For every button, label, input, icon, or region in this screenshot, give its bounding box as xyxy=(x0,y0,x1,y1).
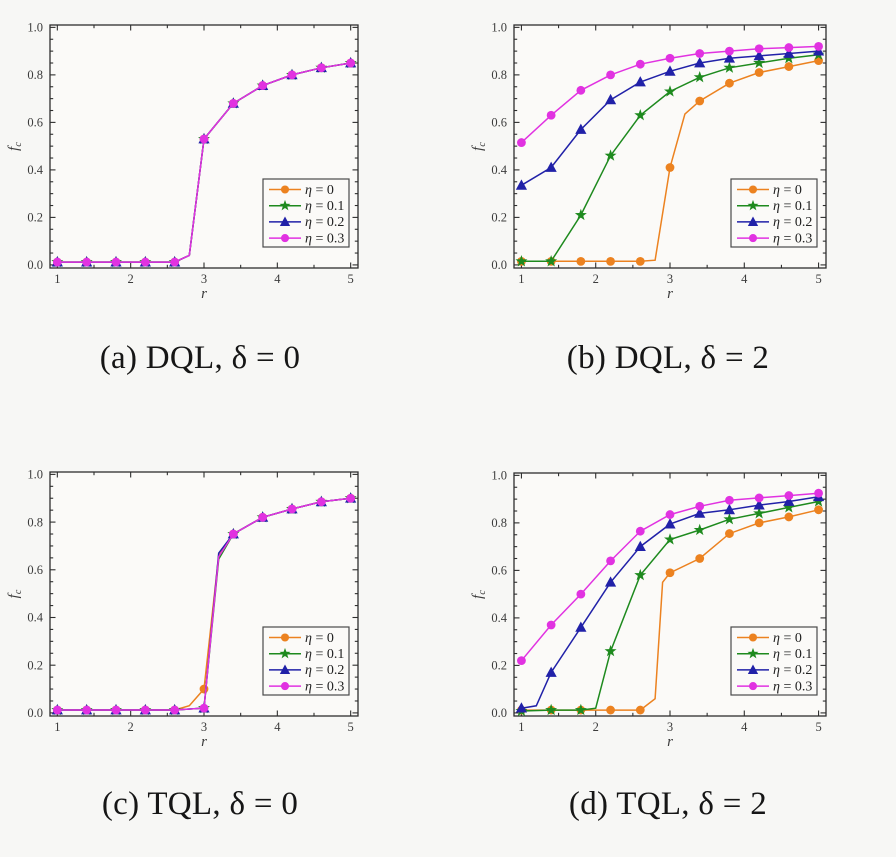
legend-label: η = 0 xyxy=(305,631,334,646)
x-tick-label: 2 xyxy=(593,720,599,734)
y-axis-label: fc xyxy=(6,142,24,151)
y-tick-label: 0.0 xyxy=(491,258,507,272)
caption-b: (b) DQL, δ = 2 xyxy=(566,340,770,376)
x-tick-label: 1 xyxy=(518,720,524,734)
y-tick-label: 0.8 xyxy=(491,516,507,530)
y-tick-label: 0.4 xyxy=(491,611,507,625)
y-tick-label: 0.2 xyxy=(27,211,43,225)
x-tick-label: 3 xyxy=(667,272,673,286)
y-tick-label: 0.2 xyxy=(491,211,507,225)
x-tick-label: 5 xyxy=(348,272,354,286)
x-tick-label: 1 xyxy=(54,272,60,286)
series-eta-0.1 xyxy=(515,48,825,267)
y-tick-label: 1.0 xyxy=(491,469,507,483)
legend-label: η = 0.2 xyxy=(773,215,812,230)
legend-label: η = 0.3 xyxy=(305,231,344,246)
y-tick-label: 0.8 xyxy=(491,68,507,82)
x-tick-label: 1 xyxy=(54,720,60,734)
series-eta-0.3 xyxy=(52,493,356,715)
y-tick-label: 0.6 xyxy=(27,116,43,130)
legend-label: η = 0.3 xyxy=(773,679,812,694)
legend-label: η = 0 xyxy=(773,631,802,646)
x-tick-label: 4 xyxy=(741,272,748,286)
legend: η = 0η = 0.1η = 0.2η = 0.3 xyxy=(262,626,350,696)
caption-d: (d) TQL, δ = 2 xyxy=(568,786,768,822)
y-tick-label: 1.0 xyxy=(491,21,507,35)
x-tick-label: 5 xyxy=(815,720,821,734)
y-tick-label: 0.6 xyxy=(27,563,43,577)
series-eta-0.3 xyxy=(517,41,823,147)
x-tick-label: 4 xyxy=(741,720,748,734)
x-tick-label: 3 xyxy=(201,272,207,286)
y-tick-label: 0.8 xyxy=(27,515,43,529)
x-tick-label: 2 xyxy=(128,720,134,734)
legend-label: η = 0.3 xyxy=(773,231,812,246)
legend-label: η = 0 xyxy=(773,183,802,198)
y-tick-label: 0.0 xyxy=(491,706,507,720)
x-tick-label: 1 xyxy=(518,272,524,286)
legend-label: η = 0.3 xyxy=(305,679,344,694)
x-tick-label: 3 xyxy=(667,720,673,734)
y-tick-label: 0.6 xyxy=(491,116,507,130)
caption-c: (c) TQL, δ = 0 xyxy=(101,786,299,822)
x-tick-label: 2 xyxy=(128,272,134,286)
x-tick-label: 5 xyxy=(815,272,821,286)
x-tick-label: 2 xyxy=(593,272,599,286)
x-axis-label: r xyxy=(201,734,207,750)
x-tick-label: 3 xyxy=(201,720,207,734)
x-tick-label: 4 xyxy=(274,720,281,734)
legend-label: η = 0.2 xyxy=(773,663,812,678)
x-axis-label: r xyxy=(667,734,673,750)
y-tick-label: 0.4 xyxy=(27,163,43,177)
legend-label: η = 0.1 xyxy=(305,199,344,214)
y-axis-label: fc xyxy=(470,590,488,599)
y-tick-label: 0.0 xyxy=(27,258,43,272)
legend-label: η = 0.1 xyxy=(305,647,344,662)
x-tick-label: 5 xyxy=(348,720,354,734)
y-tick-label: 0.2 xyxy=(491,659,507,673)
y-tick-label: 1.0 xyxy=(27,468,43,482)
legend: η = 0η = 0.1η = 0.2η = 0.3 xyxy=(730,178,818,248)
y-tick-label: 1.0 xyxy=(27,21,43,35)
caption-a: (a) DQL, δ = 0 xyxy=(99,340,301,376)
legend-label: η = 0.1 xyxy=(773,647,812,662)
x-axis-label: r xyxy=(667,286,673,302)
legend-label: η = 0.2 xyxy=(305,663,344,678)
legend-label: η = 0.2 xyxy=(305,215,344,230)
y-tick-label: 0.4 xyxy=(491,163,507,177)
y-tick-label: 0.4 xyxy=(27,611,43,625)
series-eta-0.2 xyxy=(515,45,825,190)
y-tick-label: 0.6 xyxy=(491,564,507,578)
x-axis-label: r xyxy=(201,286,207,302)
x-tick-label: 4 xyxy=(274,272,281,286)
series-eta-0.2 xyxy=(515,490,825,713)
legend: η = 0η = 0.1η = 0.2η = 0.3 xyxy=(262,178,350,248)
y-tick-label: 0.2 xyxy=(27,658,43,672)
legend-label: η = 0.1 xyxy=(773,199,812,214)
y-axis-label: fc xyxy=(6,589,24,598)
series-eta-0.3 xyxy=(52,58,356,267)
y-axis-label: fc xyxy=(470,142,488,151)
legend: η = 0η = 0.1η = 0.2η = 0.3 xyxy=(730,626,818,696)
series-eta-0.3 xyxy=(517,488,823,666)
legend-label: η = 0 xyxy=(305,183,334,198)
y-tick-label: 0.0 xyxy=(27,706,43,720)
y-tick-label: 0.8 xyxy=(27,68,43,82)
